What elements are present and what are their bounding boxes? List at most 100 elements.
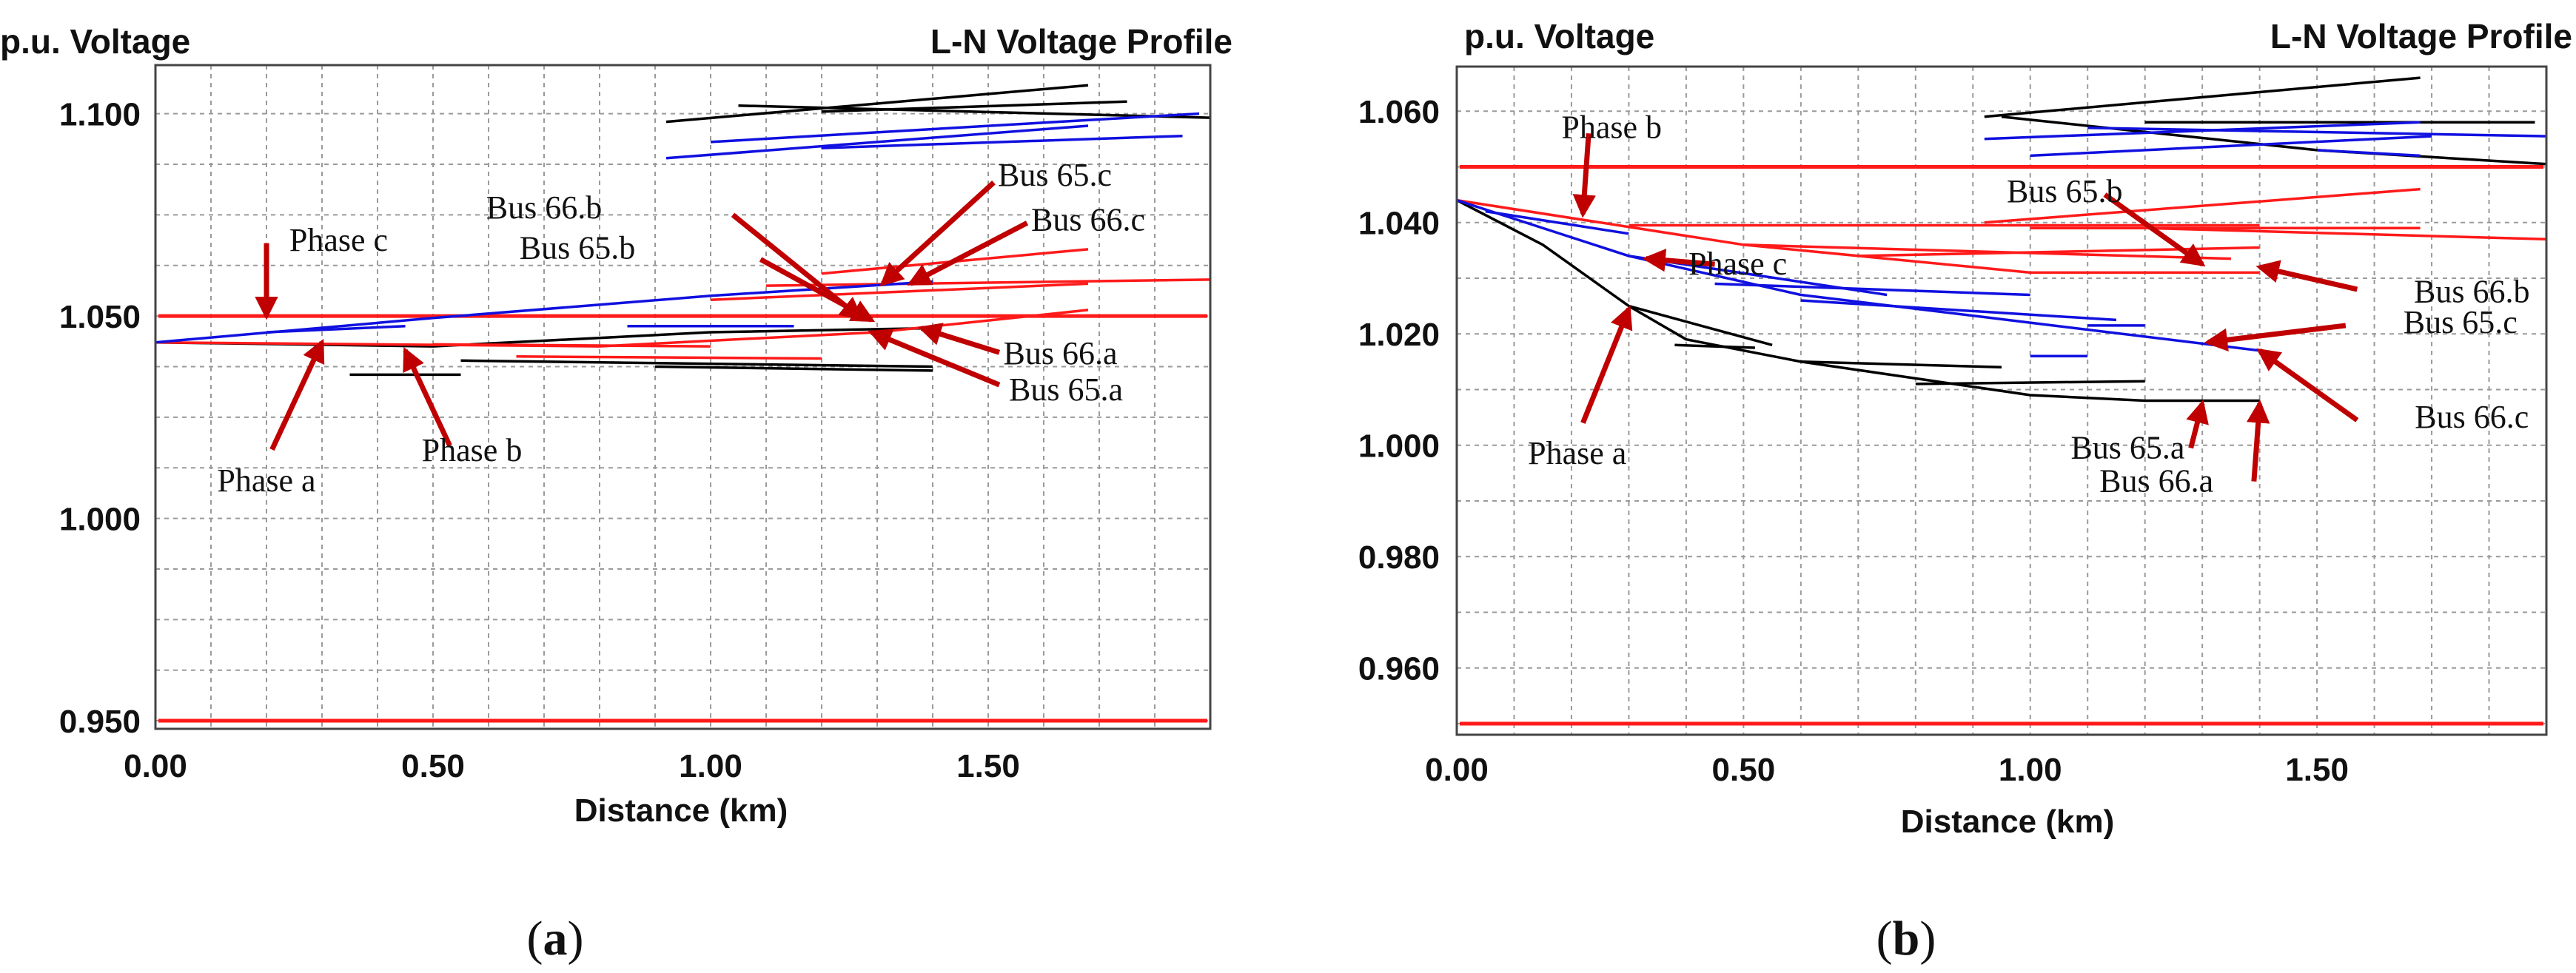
annotation-label: Bus 66.b [486,189,602,226]
series-phase-b [1456,198,2260,275]
y-tick-label: 1.100 [59,97,141,133]
y-tick-label: 1.060 [1358,94,1440,130]
y-tick-label: 1.000 [59,502,141,538]
series-phase-c [1800,299,2117,322]
annotation-label: Bus 66.c [2415,399,2529,435]
annotation-arrow [868,329,1001,388]
y-tick-label: 0.950 [59,704,141,740]
annotation-arrow [2204,323,2347,351]
series-phase-a [738,104,1211,119]
annotation-arrow [759,257,876,323]
series-phase-c [266,325,406,334]
series-phase-b [1743,243,2231,260]
annotation-arrow [917,323,1001,355]
series-phase-b [710,282,1089,301]
caption-letter: b [1893,912,1920,966]
annotation-label: Phase b [422,432,523,468]
annotation-arrow [2186,400,2209,449]
y-tick-label: 1.000 [1358,428,1440,465]
y-axis-title: p.u. Voltage [0,22,190,61]
plot-frame [1455,65,2548,736]
annotation-label: Bus 66.b [2414,274,2529,310]
caption-letter: a [543,912,568,966]
annotation-arrow [2256,348,2359,422]
panel-caption-b: (b) [1876,912,1936,966]
annotation-label: Bus 66.c [1031,201,1145,238]
series-phase-b [155,309,1089,348]
series-phase-c [2030,135,2432,158]
y-tick-labels: 1.060 1.040 1.020 1.000 0.980 0.960 [1358,94,1440,687]
annotation-label: Bus 65.b [520,230,635,266]
series-layer [1456,76,2547,726]
series-phase-a [1984,76,2421,118]
annotation-arrow [403,346,452,447]
annotation-label: Bus 66.a [1004,335,1118,371]
series-phase-c [665,124,1089,160]
series-phase-a [1800,360,2002,369]
y-tick-label: 0.980 [1358,539,1440,576]
chart-panel-a: p.u. Voltage L-N Voltage Profile Phase c… [0,22,1232,966]
chart-panel-b: p.u. Voltage L-N Voltage Profile Phase b… [1358,17,2572,966]
annotation-label: Bus 65.c [2404,304,2518,340]
panel-caption-a: (a) [527,912,584,966]
series-phase-c [1456,198,2260,352]
x-tick-label: 1.50 [956,748,1020,784]
x-tick-label: 0.00 [1425,752,1489,788]
annotation-arrow [2246,400,2270,482]
x-tick-label: 1.00 [1999,752,2062,788]
x-tick-label: 1.50 [2285,752,2349,788]
plot-frame [154,64,1212,730]
y-tick-label: 1.050 [59,299,141,335]
series-phase-c [1714,282,2030,297]
annotation-arrow [879,181,996,286]
series-phase-b [1984,187,2421,224]
annotation-arrow [1572,133,1597,218]
y-tick-label: 1.040 [1358,206,1440,242]
series-layer [155,84,1211,723]
series-phase-b [432,343,711,348]
series-phase-b [516,355,822,360]
x-tick-label: 0.00 [124,748,187,784]
series-phase-c [2317,149,2421,158]
y-tick-label: 1.020 [1358,317,1440,353]
annotation-arrow [1580,305,1633,424]
x-tick-label: 1.00 [679,748,742,784]
chart-title: L-N Voltage Profile [2270,17,2572,55]
series-phase-c [821,134,1183,149]
chart-title: L-N Voltage Profile [930,22,1232,61]
annotation-label: Bus 66.a [2099,462,2213,499]
annotation-layer: Phase c Phase a Phase b Bus 66.b Bus 65.b Bus… [217,157,1145,499]
series-phase-a [460,359,933,368]
x-axis-title: Distance (km) [574,792,788,829]
series-phase-a [654,365,933,372]
series-phase-b [2144,226,2547,241]
annotation-label: Phase a [1528,435,1626,471]
series-phase-a [2001,115,2547,166]
x-tick-label: 0.50 [401,748,465,784]
annotation-arrow [907,220,1029,286]
series-phase-a [1674,343,1755,349]
annotation-label: Phase b [1561,110,1662,146]
annotation-arrow [2103,192,2206,267]
series-phase-a [821,100,1127,113]
y-tick-labels: 1.100 1.050 1.000 0.950 [59,97,141,740]
x-tick-labels: 0.00 0.50 1.00 1.50 [1425,752,2349,788]
annotation-label: Phase c [289,222,388,258]
series-phase-b [765,278,1211,287]
series-phase-a [665,84,1089,124]
series-phase-c [2087,127,2547,138]
annotation-label: Phase c [1688,246,1787,282]
y-axis-title: p.u. Voltage [1464,17,1654,55]
annotation-arrow [269,338,325,451]
x-tick-labels: 0.00 0.50 1.00 1.50 [124,748,1020,784]
x-tick-label: 0.50 [1712,752,1776,788]
annotation-label: Bus 65.c [998,157,1112,193]
annotation-label: Bus 65.a [2070,429,2184,465]
x-axis-title: Distance (km) [1901,804,2115,840]
y-tick-label: 0.960 [1358,651,1440,687]
series-phase-a [1628,304,1773,346]
grid-lines [1457,67,2546,735]
series-phase-a [1915,380,2145,386]
